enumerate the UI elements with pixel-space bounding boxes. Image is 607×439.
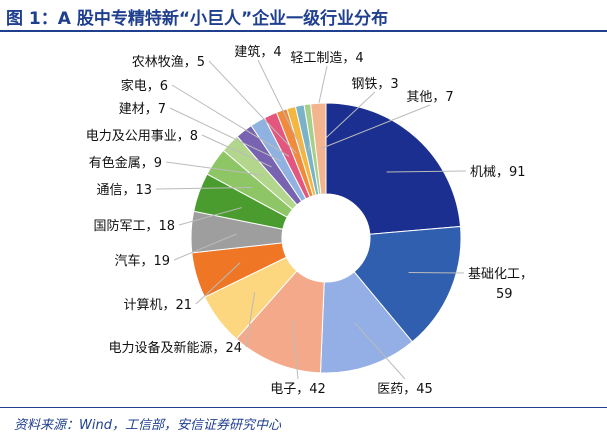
data-label: 钢铁，3 [351,77,398,92]
pie-slice [325,102,462,235]
leader-line [165,161,263,176]
data-label: 汽车，19 [114,253,170,269]
data-label: 电子，42 [270,382,326,397]
data-label: 农林牧渔，5 [132,55,205,70]
data-label: 轻工制造，4 [290,51,363,66]
leader-line [208,60,297,154]
leader-line [386,170,467,173]
source-note: 资料来源：Wind，工信部，安信证券研究中心 [14,418,281,433]
leader-line [178,207,242,226]
data-label: 通信，13 [96,183,152,198]
data-label: 机械，91 [470,165,526,180]
leader-line [245,291,256,348]
data-label: 电力及公用事业，8 [86,129,198,144]
data-label: 有色金属，9 [89,155,162,171]
data-label: 建筑，4 [234,44,281,60]
source-divider [0,407,607,408]
figure-title: 图 1：A 股中专精特新“小巨人”企业一级行业分布 [6,9,389,29]
pie-slice [319,271,414,374]
title-divider [0,30,607,32]
data-label: 其他，7 [406,90,453,105]
leader-line [171,84,290,157]
leader-line [195,262,241,305]
data-label: 建材，7 [119,102,166,117]
leader-line [155,186,253,190]
leader-line [354,322,406,380]
leader-line [320,104,431,150]
data-label: 计算机，21 [123,298,192,313]
pie-slice [310,102,327,195]
leader-line [169,107,281,162]
leader-line [201,134,272,168]
data-label: 电力设备及新能源，24 [108,340,242,356]
leader-line [292,320,299,380]
data-label: 医药，45 [377,382,433,397]
leader-line [257,59,304,152]
pie-slice [353,225,462,343]
data-label: 基础化工， 59 [468,267,533,302]
data-label: 家电，6 [121,78,168,94]
leader-line [173,233,237,261]
data-label: 国防军工，18 [93,218,175,234]
